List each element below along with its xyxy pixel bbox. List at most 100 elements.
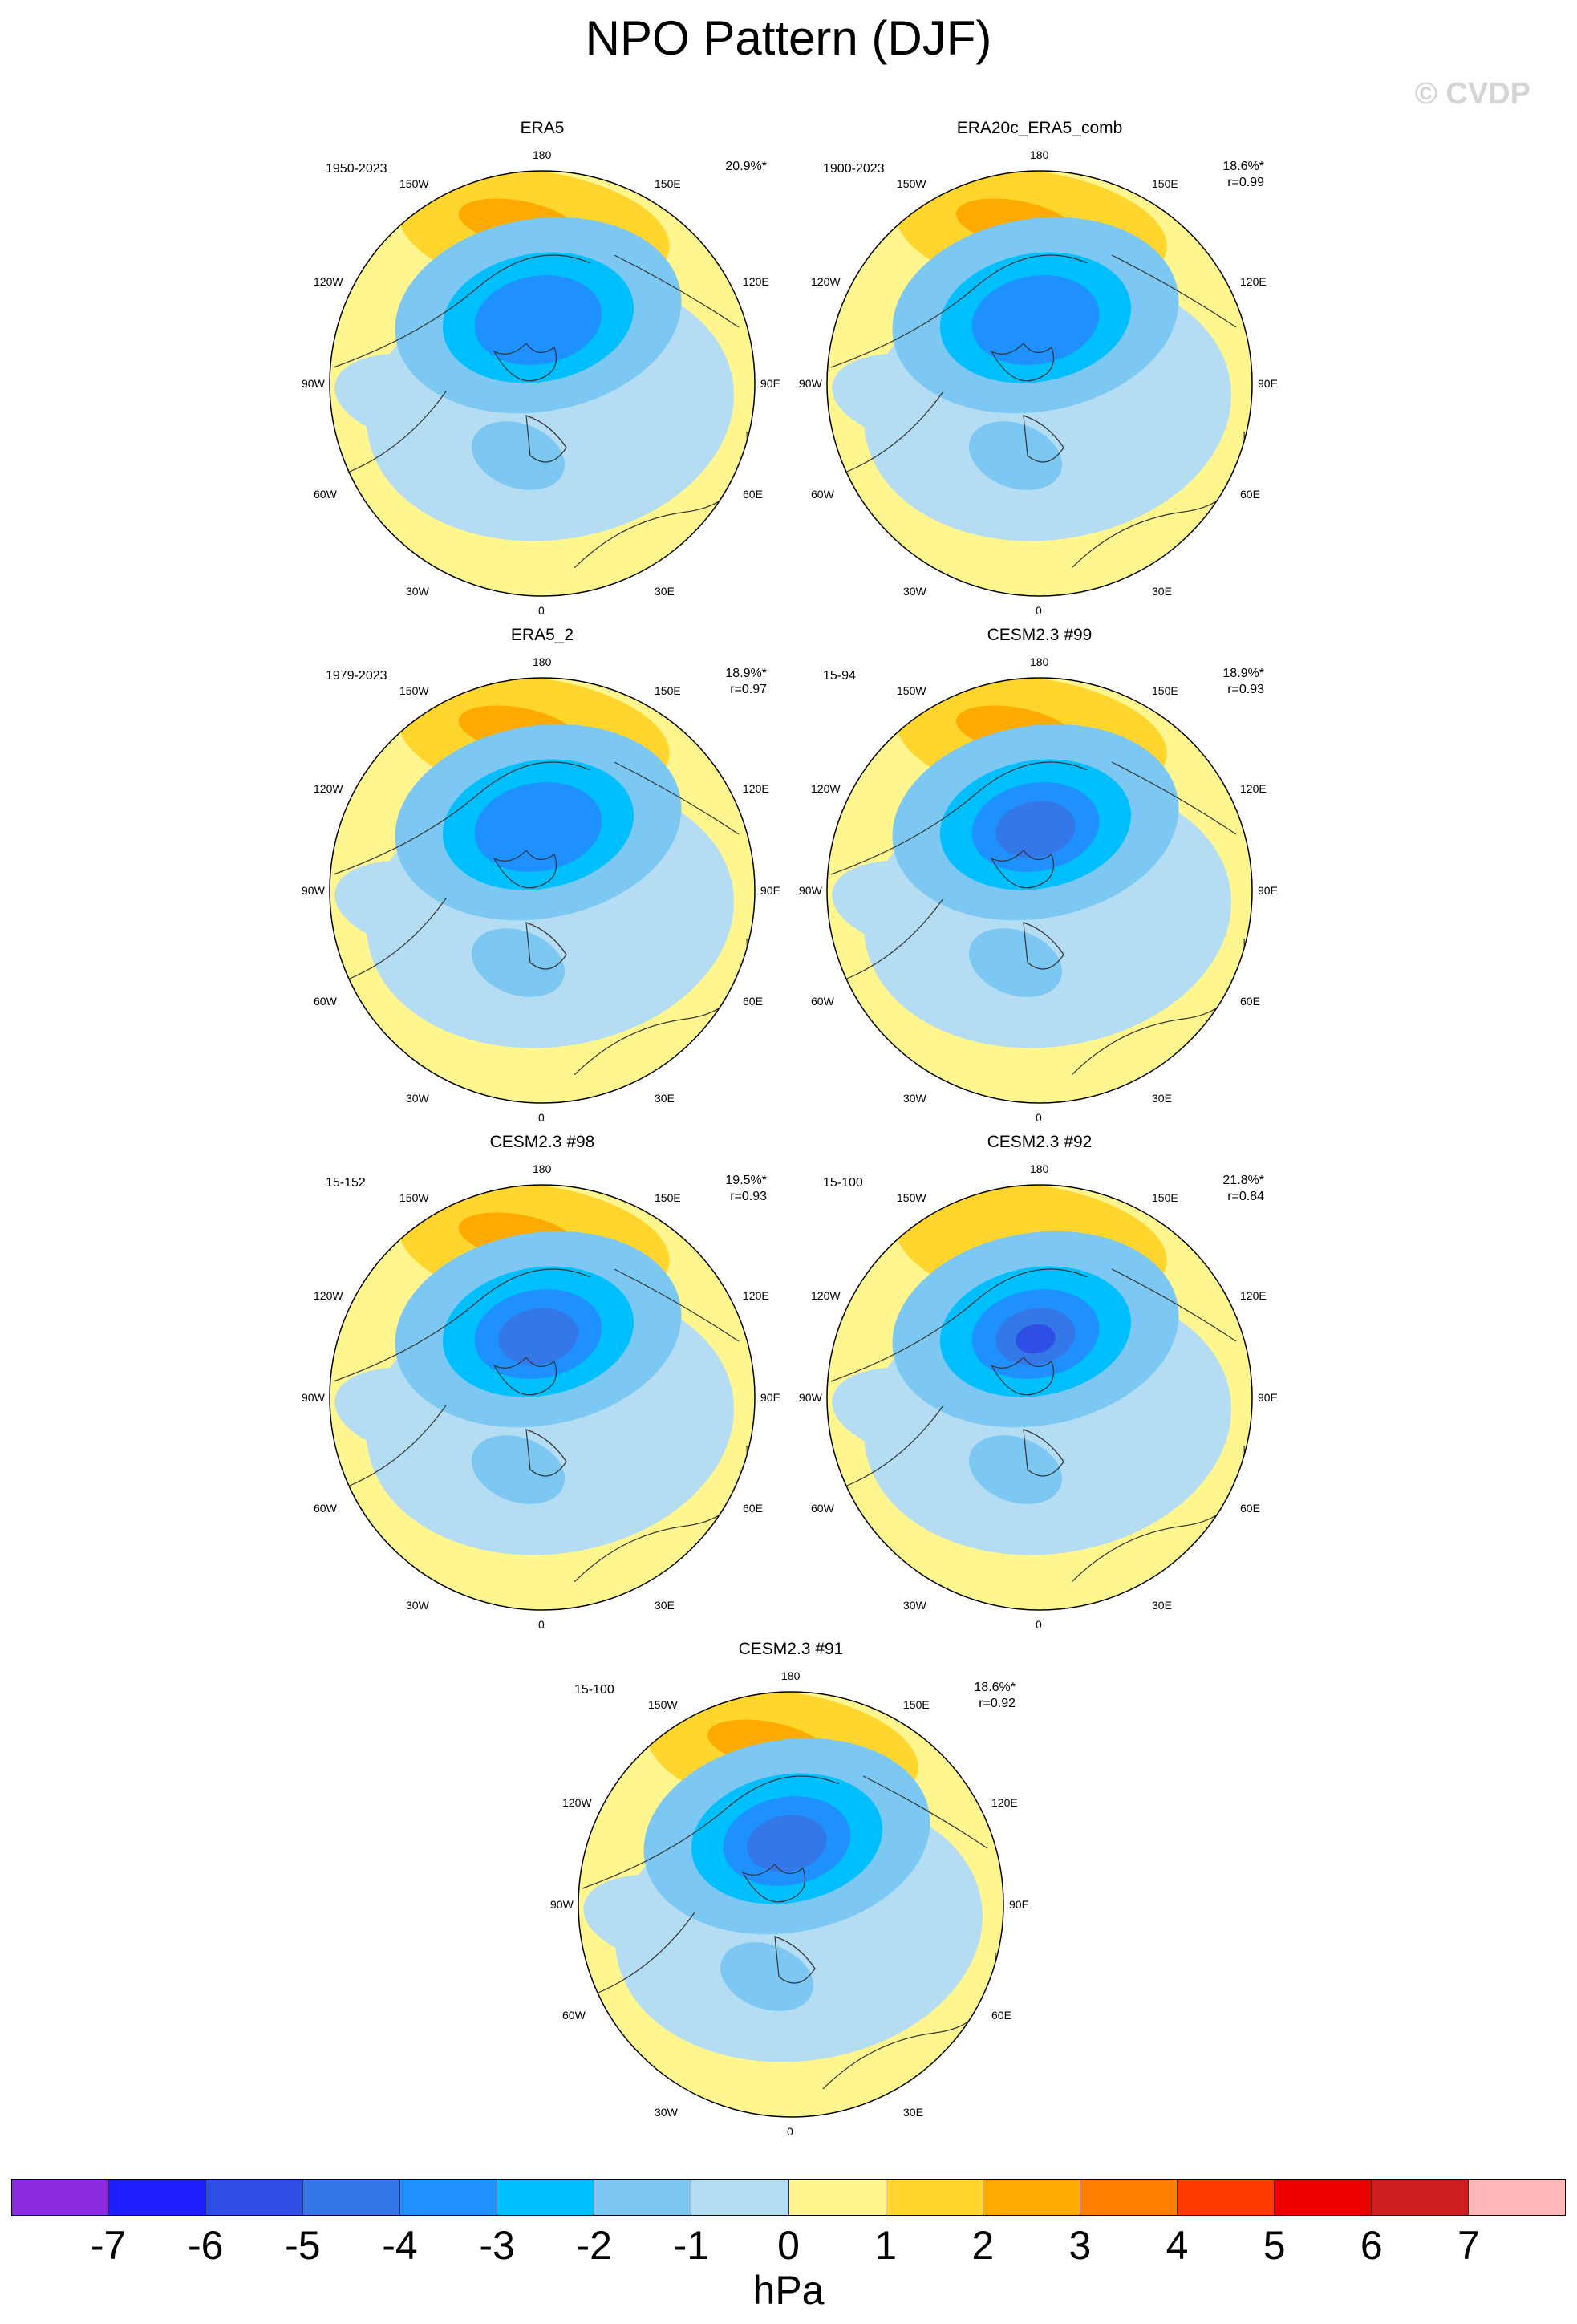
longitude-label: 180 — [1030, 655, 1049, 668]
colorbar-swatch — [1080, 2180, 1178, 2215]
colorbar-tick-label: 5 — [1263, 2223, 1286, 2268]
colorbar-tick-label: 7 — [1457, 2223, 1480, 2268]
longitude-label: 120W — [314, 1289, 343, 1302]
colorbar-swatch — [886, 2180, 983, 2215]
longitude-label: 90W — [550, 1898, 574, 1911]
panel-variance: 18.6%* — [1222, 160, 1264, 173]
panel-title: CESM2.3 #91 — [738, 1640, 844, 1658]
longitude-label: 120E — [743, 1289, 769, 1302]
longitude-label: 150E — [655, 177, 681, 190]
longitude-label: 30W — [903, 585, 926, 598]
colorbar-swatch — [400, 2180, 498, 2215]
panel-period: 15-152 — [326, 1176, 366, 1190]
colorbar-swatch — [303, 2180, 401, 2215]
panel-variance: 19.5%* — [725, 1174, 767, 1187]
panel-title: CESM2.3 #99 — [987, 626, 1093, 644]
polar-map — [826, 170, 1253, 597]
colorbar-tick-label: -3 — [479, 2223, 515, 2268]
longitude-label: 30W — [406, 1599, 429, 1612]
longitude-label: 150W — [399, 177, 429, 190]
panel-correlation: r=0.99 — [1227, 176, 1264, 189]
colorbar-tick-label: 2 — [971, 2223, 995, 2268]
colorbar-swatch — [788, 2180, 886, 2215]
longitude-label: 120W — [314, 782, 343, 795]
longitude-label: 90W — [799, 377, 822, 390]
panel-correlation: r=0.97 — [730, 683, 767, 696]
longitude-label: 120E — [1240, 782, 1267, 795]
longitude-label: 60E — [991, 2009, 1011, 2022]
panel-variance: 20.9%* — [725, 160, 767, 173]
longitude-label: 120W — [811, 1289, 841, 1302]
longitude-label: 90E — [1258, 377, 1278, 390]
longitude-label: 30W — [406, 585, 429, 598]
longitude-label: 60E — [1240, 995, 1260, 1008]
colorbar-tick-label: -1 — [673, 2223, 710, 2268]
longitude-label: 60E — [1240, 488, 1260, 501]
colorbar-tick-label: -4 — [382, 2223, 418, 2268]
map-panel: ERA20c_ERA5_comb 1900-2023 18.6%* r=0.99 180… — [767, 119, 1312, 632]
map-panel: CESM2.3 #99 15-94 18.9%* r=0.93 180 0 150W 150E… — [767, 626, 1312, 1139]
longitude-label: 90W — [302, 884, 325, 897]
page-title: NPO Pattern (DJF) — [585, 11, 992, 65]
longitude-label: 60W — [811, 995, 834, 1008]
longitude-label: 180 — [533, 148, 552, 161]
longitude-label: 90E — [760, 884, 780, 897]
polar-map — [329, 1184, 756, 1611]
longitude-label: 60W — [562, 2009, 586, 2022]
polar-map — [826, 677, 1253, 1104]
panel-period: 15-100 — [574, 1683, 614, 1697]
colorbar-tick-label: 0 — [777, 2223, 800, 2268]
longitude-label: 150E — [903, 1698, 930, 1711]
longitude-label: 90E — [1258, 1391, 1278, 1404]
longitude-label: 180 — [1030, 1162, 1049, 1175]
watermark: © CVDP — [1414, 77, 1530, 111]
longitude-label: 90E — [1009, 1898, 1029, 1911]
colorbar-swatch — [12, 2180, 110, 2215]
longitude-label: 120E — [1240, 1289, 1267, 1302]
longitude-label: 30E — [655, 1092, 675, 1105]
longitude-label: 60E — [1240, 1502, 1260, 1515]
panel-variance: 21.8%* — [1222, 1174, 1264, 1187]
longitude-label: 120W — [562, 1796, 592, 1809]
panel-variance: 18.6%* — [974, 1681, 1016, 1694]
map-panel: CESM2.3 #98 15-152 19.5%* r=0.93 180 0 150W 150… — [270, 1133, 815, 1646]
panel-period: 15-100 — [823, 1176, 863, 1190]
longitude-label: 0 — [538, 1618, 545, 1631]
longitude-label: 0 — [1036, 604, 1042, 617]
longitude-label: 0 — [1036, 1111, 1042, 1124]
longitude-label: 0 — [787, 2125, 793, 2138]
colorbar-swatch — [983, 2180, 1080, 2215]
panel-correlation: r=0.93 — [730, 1190, 767, 1203]
longitude-label: 30W — [655, 2106, 678, 2119]
panel-stats: 18.6%* r=0.99 — [1222, 159, 1264, 191]
colorbar-swatch — [1468, 2180, 1565, 2215]
longitude-label: 150W — [897, 684, 926, 697]
colorbar-swatch — [206, 2180, 304, 2215]
longitude-label: 180 — [1030, 148, 1049, 161]
colorbar-swatch — [109, 2180, 207, 2215]
panel-stats: 19.5%* r=0.93 — [725, 1173, 767, 1205]
panel-period: 15-94 — [823, 669, 856, 683]
longitude-label: 60W — [314, 1502, 337, 1515]
panel-title: CESM2.3 #98 — [489, 1133, 595, 1151]
panel-stats: 21.8%* r=0.84 — [1222, 1173, 1264, 1205]
polar-map — [329, 677, 756, 1104]
longitude-label: 90W — [302, 1391, 325, 1404]
colorbar-swatch — [594, 2180, 692, 2215]
longitude-label: 120W — [811, 782, 841, 795]
longitude-label: 30W — [406, 1092, 429, 1105]
longitude-label: 150E — [655, 684, 681, 697]
panel-variance: 18.9%* — [725, 667, 767, 680]
longitude-label: 120W — [811, 275, 841, 288]
colorbar-swatch — [497, 2180, 595, 2215]
longitude-label: 120E — [1240, 275, 1267, 288]
longitude-label: 30E — [655, 585, 675, 598]
panel-correlation: r=0.93 — [1227, 683, 1264, 696]
longitude-label: 90E — [1258, 884, 1278, 897]
units-label: hPa — [752, 2268, 825, 2313]
longitude-label: 30E — [903, 2106, 923, 2119]
longitude-label: 150E — [1152, 177, 1178, 190]
colorbar-tick-label: 6 — [1360, 2223, 1383, 2268]
longitude-label: 150W — [897, 177, 926, 190]
colorbar-tick-label: -6 — [188, 2223, 224, 2268]
